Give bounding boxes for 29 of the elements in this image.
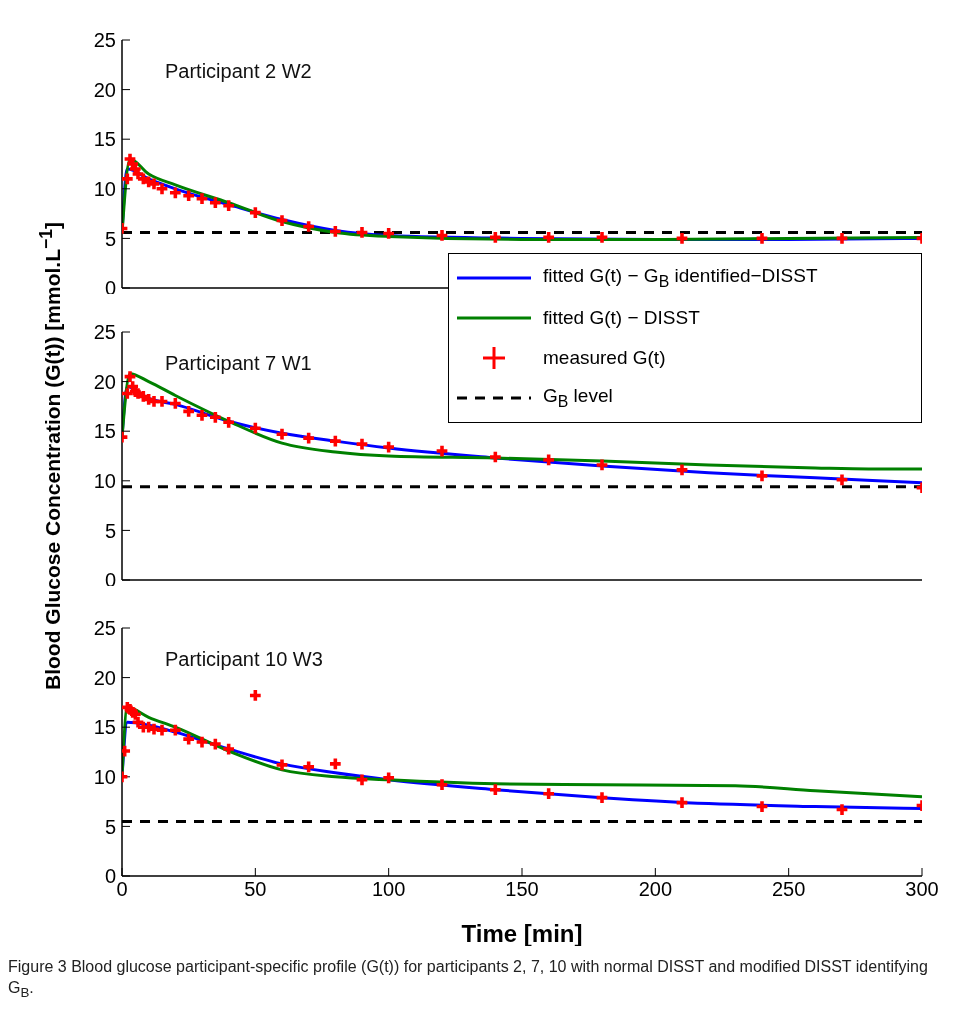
y-tick-label: 5 xyxy=(104,519,116,542)
x-tick-label: 300 xyxy=(905,878,939,901)
y-tick-label: 25 xyxy=(93,321,116,344)
caption: Figure 3 Blood glucose participant-specific profile (G(t)) for participants 2, 7, 10 with normal DISST and modified DISST identifying G$_{B}$. xyxy=(8,957,929,1003)
y-tick-label: 15 xyxy=(93,128,116,151)
annotation: Participant 7 W1 xyxy=(165,352,312,375)
y-tick-label: 25 xyxy=(93,617,116,640)
x-tick-label: 150 xyxy=(505,878,539,901)
annotation: Participant 2 W2 xyxy=(165,60,312,83)
y-tick-label: 10 xyxy=(93,177,116,200)
legend-label: G$_{B}$ level xyxy=(543,385,613,411)
y-tick-label: 10 xyxy=(93,469,116,492)
legend-label: measured G(t) xyxy=(543,347,666,369)
y-tick-label: 5 xyxy=(104,815,116,838)
y-tick-label: 20 xyxy=(93,666,116,689)
x-tick-label: 100 xyxy=(371,878,406,901)
y-tick-label: 25 xyxy=(93,29,116,52)
legend-label: fitted G(t) − DISST xyxy=(543,307,700,329)
y-tick-label: 10 xyxy=(93,765,116,788)
y-tick-label: 20 xyxy=(93,370,116,393)
x-tick-label: 200 xyxy=(638,878,673,901)
annotation: Participant 10 W3 xyxy=(165,648,323,671)
y-tick-label: 20 xyxy=(93,78,116,101)
y-tick-label: 15 xyxy=(93,420,116,443)
y-tick-label: 15 xyxy=(93,716,116,739)
y-tick-label: 5 xyxy=(104,227,116,250)
x-tick-label: 50 xyxy=(244,878,267,901)
x-tick-label: 250 xyxy=(771,878,806,901)
legend-label: fitted G(t) − G$_{B}$ identified−DISST xyxy=(543,265,818,291)
